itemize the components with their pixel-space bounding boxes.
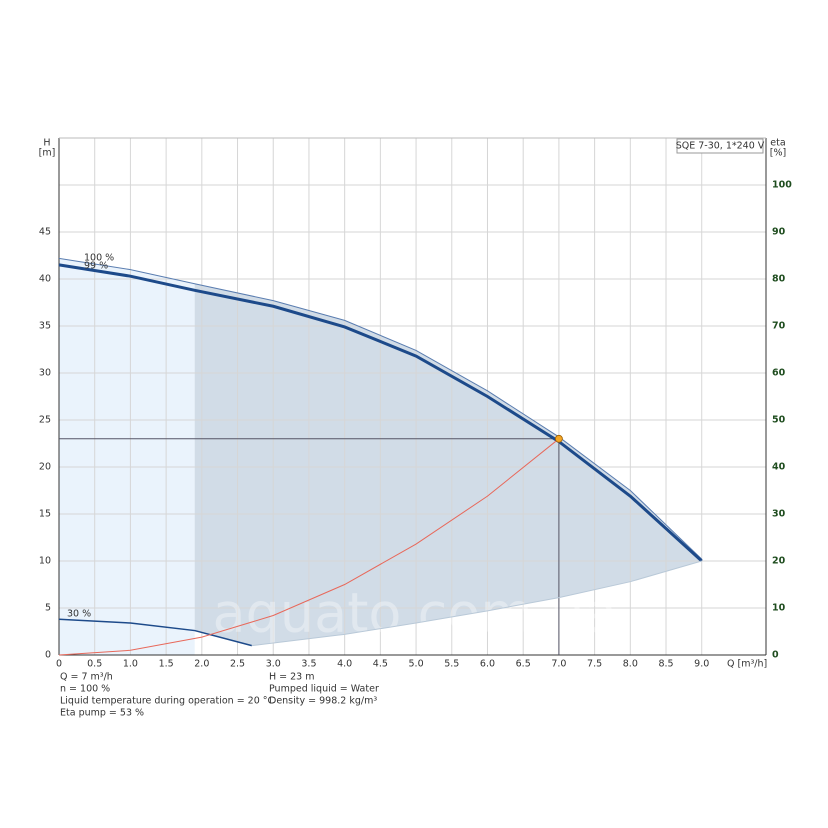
info-text: Eta pump = 53 % <box>60 708 144 719</box>
x-axis-label: Q [m³/h] <box>727 659 767 670</box>
curve-label: 99 % <box>84 261 108 272</box>
y2-tick-label: 80 <box>772 274 786 285</box>
x-tick-label: 5.0 <box>409 659 424 670</box>
y2-tick-label: 30 <box>772 509 786 520</box>
x-tick-label: 8.5 <box>658 659 673 670</box>
curve <box>58 438 560 656</box>
x-tick-label: 4.0 <box>337 659 352 670</box>
curve <box>58 263 703 563</box>
y-axis-label: [m] <box>39 148 56 159</box>
x-tick-label: 0 <box>56 659 62 670</box>
info-text: n = 100 % <box>60 684 110 695</box>
x-tick-label: 0.5 <box>87 659 102 670</box>
region-dark <box>194 283 702 646</box>
x-tick-label: 3.5 <box>301 659 316 670</box>
y2-tick-label: 10 <box>772 603 786 614</box>
y-tick-label: 10 <box>39 556 51 567</box>
y-tick-label: 35 <box>39 321 51 332</box>
y2-tick-label: 50 <box>772 415 786 426</box>
curve-label: 100 % <box>84 253 114 264</box>
x-tick-label: 1.0 <box>123 659 138 670</box>
x-tick-label: 7.0 <box>551 659 566 670</box>
info-text: H = 23 m <box>269 672 315 683</box>
y-tick-label: 30 <box>39 368 51 379</box>
boundary <box>251 560 702 647</box>
y-tick-label: 25 <box>39 415 51 426</box>
operating-point <box>554 434 563 443</box>
chart-title: SQE 7-30, 1*240 V <box>676 141 765 152</box>
info-text: Density = 998.2 kg/m³ <box>269 696 377 707</box>
x-tick-label: 5.5 <box>444 659 459 670</box>
y-tick-label: 15 <box>39 509 51 520</box>
y2-axis-label: [%] <box>770 148 786 159</box>
y-tick-label: 5 <box>45 603 51 614</box>
x-tick-label: 1.5 <box>159 659 174 670</box>
curve-label: 30 % <box>67 609 91 620</box>
x-tick-label: 4.5 <box>373 659 388 670</box>
y-tick-label: 20 <box>39 462 51 473</box>
y-tick-label: 40 <box>39 274 51 285</box>
y2-axis-label: eta <box>770 138 785 149</box>
watermark: aquato.com.ua <box>213 582 618 645</box>
y2-tick-label: 20 <box>772 556 786 567</box>
y2-tick-label: 70 <box>772 321 786 332</box>
info-text: Q = 7 m³/h <box>60 672 113 683</box>
y2-tick-label: 100 <box>772 180 792 191</box>
x-tick-label: 9.0 <box>694 659 709 670</box>
curve <box>58 257 703 560</box>
info-text: Liquid temperature during operation = 20… <box>60 696 275 707</box>
y-axis-label: H <box>43 138 50 149</box>
x-tick-label: 2.0 <box>194 659 209 670</box>
x-tick-label: 7.5 <box>587 659 602 670</box>
curve <box>58 618 253 647</box>
y2-tick-label: 0 <box>772 650 779 661</box>
x-tick-label: 8.0 <box>623 659 638 670</box>
region-light <box>59 258 195 655</box>
y-tick-label: 45 <box>39 227 51 238</box>
y2-tick-label: 40 <box>772 462 786 473</box>
x-tick-label: 2.5 <box>230 659 245 670</box>
info-text: Pumped liquid = Water <box>269 684 379 695</box>
y2-tick-label: 60 <box>772 368 786 379</box>
y2-tick-label: 90 <box>772 227 786 238</box>
x-tick-label: 6.5 <box>516 659 531 670</box>
title-box <box>676 138 764 154</box>
y-tick-label: 0 <box>45 650 51 661</box>
x-tick-label: 3.0 <box>266 659 281 670</box>
x-tick-label: 6.0 <box>480 659 495 670</box>
